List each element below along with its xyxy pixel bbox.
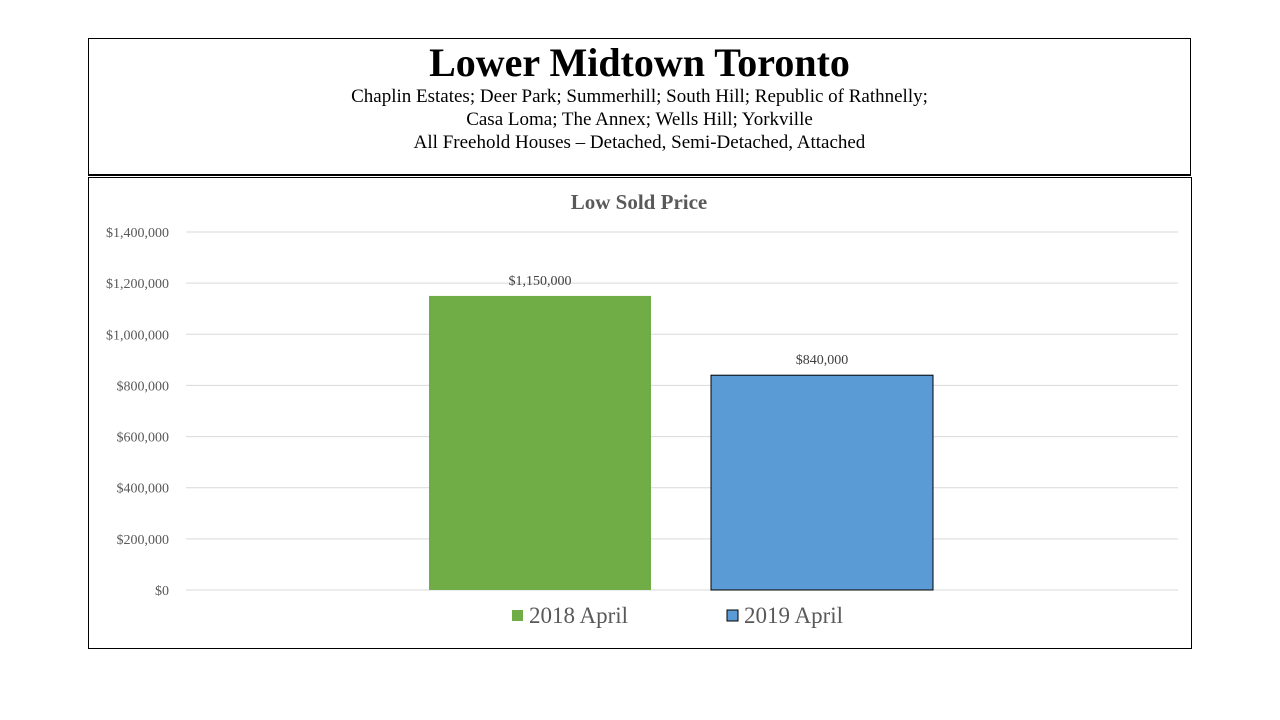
y-tick-label: $1,400,000 <box>106 226 169 241</box>
data-label: $1,150,000 <box>509 274 572 289</box>
header-box: Lower Midtown Toronto Chaplin Estates; D… <box>88 38 1191 176</box>
property-type-line: All Freehold Houses – Detached, Semi-Det… <box>413 132 866 153</box>
neighbourhoods-line-1: Chaplin Estates; Deer Park; Summerhill; … <box>351 86 928 107</box>
chart-title: Low Sold Price <box>571 190 708 214</box>
y-tick-label: $0 <box>155 584 169 599</box>
data-label: $840,000 <box>796 353 849 368</box>
legend-swatch <box>512 610 523 621</box>
legend-swatch <box>726 609 739 622</box>
y-tick-label: $600,000 <box>117 431 170 446</box>
y-tick-label: $1,000,000 <box>106 328 169 343</box>
neighbourhoods-line-2: Casa Loma; The Annex; Wells Hill; Yorkvi… <box>466 109 813 130</box>
y-tick-label: $800,000 <box>117 379 170 394</box>
page-title: Lower Midtown Toronto <box>429 40 850 85</box>
legend-label: 2019 April <box>744 603 843 628</box>
chart-box <box>88 177 1192 649</box>
bar-2018-april <box>429 295 651 590</box>
y-tick-label: $1,200,000 <box>106 277 169 292</box>
y-tick-label: $400,000 <box>117 482 170 497</box>
legend-label: 2018 April <box>529 603 628 628</box>
y-tick-label: $200,000 <box>117 533 170 548</box>
bar-2019-april <box>710 374 934 591</box>
